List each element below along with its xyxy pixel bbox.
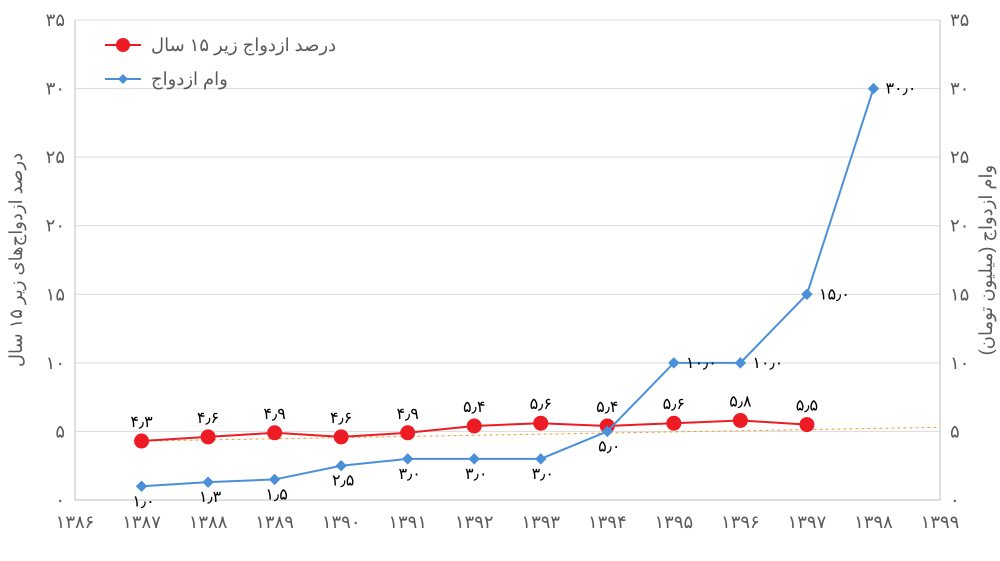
data-label: ۵٫۶ xyxy=(530,396,552,413)
yright-label: وام ازدواج (میلیون تومان) xyxy=(976,165,997,356)
legend-label: وام ازدواج xyxy=(151,69,228,90)
x-tick: ۱۳۹۲ xyxy=(455,512,494,532)
yleft-tick: ۳۵ xyxy=(46,10,65,30)
data-label: ۳٫۰ xyxy=(465,466,487,483)
yleft-tick: ۱۰ xyxy=(46,353,65,373)
x-tick: ۱۳۸۹ xyxy=(255,512,294,532)
yleft-tick: ۲۵ xyxy=(46,147,65,167)
series-marker xyxy=(469,454,479,464)
yright-tick: ۱۵ xyxy=(950,284,969,304)
series-marker xyxy=(868,84,878,94)
chart-container: ۰ ۰ ۵ ۵ ۱۰ ۱۰ ۱۵ ۱۵ ۲۰ ۲۰ ۲۵ ۲۵ ۳۰ ۳۰ ۳۵ ۳۵ ۱۳۸۶ ۱۳۸۷ ۱۳۸۸… xyxy=(0,0,1000,561)
x-tick: ۱۳۹۳ xyxy=(521,512,560,532)
x-tick: ۱۳۹۰ xyxy=(322,512,361,532)
data-label: ۴٫۹ xyxy=(263,406,285,423)
series-marker xyxy=(401,426,415,440)
data-label: ۵٫۴ xyxy=(596,399,618,416)
series-marker xyxy=(800,418,814,432)
yright-tick: ۲۵ xyxy=(950,147,969,167)
x-tick: ۱۳۸۶ xyxy=(56,512,95,532)
yright-tick: ۵ xyxy=(950,421,960,441)
series-marker xyxy=(336,461,346,471)
data-label: ۱۵٫۰ xyxy=(819,286,850,303)
series-marker xyxy=(536,454,546,464)
series-marker xyxy=(135,434,149,448)
series-marker xyxy=(534,416,548,430)
x-tick: ۱۳۹۵ xyxy=(655,512,694,532)
series-marker xyxy=(733,413,747,427)
x-tick: ۱۳۸۸ xyxy=(189,512,228,532)
chart-svg: ۰ ۰ ۵ ۵ ۱۰ ۱۰ ۱۵ ۱۵ ۲۰ ۲۰ ۲۵ ۲۵ ۳۰ ۳۰ ۳۵ ۳۵ ۱۳۸۶ ۱۳۸۷ ۱۳۸۸… xyxy=(0,0,1000,561)
series-marker xyxy=(268,426,282,440)
legend-marker xyxy=(116,38,130,52)
yright-tick: ۱۰ xyxy=(950,353,969,373)
x-tick: ۱۳۹۱ xyxy=(388,512,427,532)
x-tick: ۱۳۹۴ xyxy=(588,512,627,532)
x-tick: ۱۳۹۸ xyxy=(854,512,893,532)
data-label: ۴٫۶ xyxy=(330,410,352,427)
yleft-tick: ۲۰ xyxy=(46,216,65,236)
data-label: ۱۰٫۰ xyxy=(686,355,717,372)
yleft-tick: ۰ xyxy=(55,490,65,510)
x-tick: ۱۳۸۷ xyxy=(122,512,161,532)
yleft-tick: ۵ xyxy=(55,421,65,441)
data-label: ۱۰٫۰ xyxy=(752,355,783,372)
series-marker xyxy=(270,474,280,484)
x-tick: ۱۳۹۹ xyxy=(921,512,960,532)
yright-tick: ۲۰ xyxy=(950,216,969,236)
series-line xyxy=(142,89,874,487)
series-marker xyxy=(403,454,413,464)
data-label: ۵٫۶ xyxy=(663,396,685,413)
yleft-tick: ۱۵ xyxy=(46,284,65,304)
data-label: ۱٫۰ xyxy=(132,493,154,510)
x-tick: ۱۳۹۷ xyxy=(788,512,827,532)
series-marker xyxy=(203,477,213,487)
series-marker xyxy=(137,481,147,491)
data-label: ۳۰٫۰ xyxy=(885,81,916,98)
data-label: ۵٫۴ xyxy=(463,399,485,416)
data-label: ۴٫۹ xyxy=(396,406,418,423)
yright-tick: ۳۰ xyxy=(950,79,969,99)
series-marker xyxy=(467,419,481,433)
yright-tick: ۳۵ xyxy=(950,10,969,30)
legend-marker xyxy=(118,74,128,84)
data-label: ۱٫۵ xyxy=(265,486,287,503)
yleft-tick: ۳۰ xyxy=(46,79,65,99)
data-label: ۳٫۰ xyxy=(532,466,554,483)
yright-tick: ۰ xyxy=(950,490,960,510)
series-marker xyxy=(667,416,681,430)
data-label: ۵٫۸ xyxy=(729,393,752,410)
x-tick: ۱۳۹۶ xyxy=(721,512,760,532)
data-label: ۳٫۰ xyxy=(398,466,420,483)
data-label: ۵٫۵ xyxy=(796,398,818,415)
data-label: ۴٫۶ xyxy=(197,410,219,427)
data-label: ۵٫۰ xyxy=(598,438,620,455)
series-marker xyxy=(201,430,215,444)
legend-label: درصد ازدواج زیر ۱۵ سال xyxy=(151,35,336,56)
data-label: ۱٫۳ xyxy=(199,489,222,506)
data-label: ۲٫۵ xyxy=(332,473,354,490)
yleft-label: درصد ازدواج‌های زیر ۱۵ سال xyxy=(6,153,27,367)
data-label: ۴٫۳ xyxy=(130,414,153,431)
series-marker xyxy=(334,430,348,444)
